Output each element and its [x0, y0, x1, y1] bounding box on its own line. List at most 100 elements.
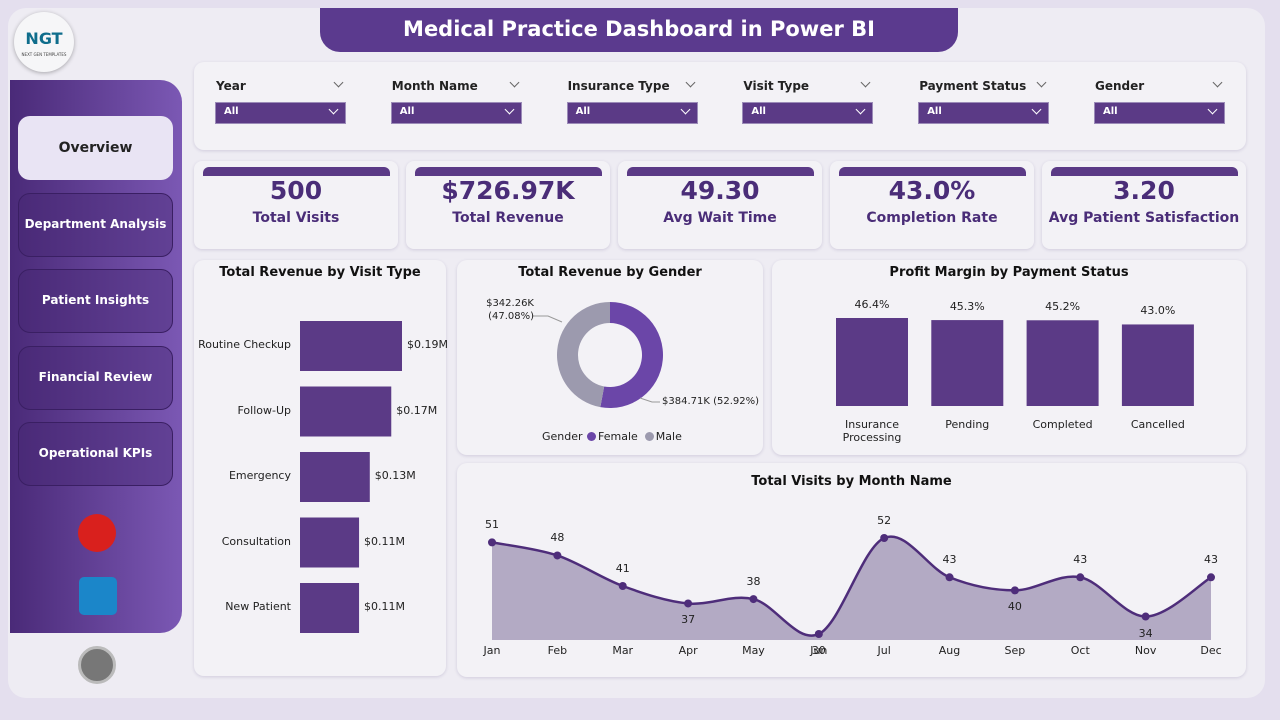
nav-button[interactable]: [18, 422, 173, 486]
x-tick-label: Dec: [1200, 644, 1222, 657]
chart-panel: [457, 260, 763, 455]
data-label: 43.0%: [1140, 304, 1176, 318]
x-tick-label: Feb: [547, 644, 568, 657]
nav-button[interactable]: [18, 116, 173, 180]
filter-dropdown[interactable]: [1094, 102, 1225, 124]
filter-label: Visit Type: [743, 79, 810, 93]
filter-panel: [194, 62, 1246, 150]
x-tick-label: Nov: [1134, 644, 1157, 657]
filter-label: Insurance Type: [567, 79, 670, 93]
nav-label[interactable]: Financial Review: [38, 369, 153, 384]
filter-label: Month Name: [391, 79, 478, 93]
filter-value[interactable]: All: [224, 106, 239, 117]
point: [553, 551, 562, 560]
point: [814, 630, 823, 638]
x-tick-label: Pending: [945, 418, 990, 431]
kpi-label: Avg Patient Satisfaction: [1048, 210, 1240, 226]
nav-button[interactable]: [18, 345, 173, 410]
kpi-label: Avg Wait Time: [663, 210, 777, 226]
kpi-value: 43.0%: [888, 176, 976, 205]
x-tick-label: Aug: [938, 644, 961, 657]
x-tick-label: Apr: [678, 644, 698, 657]
kpi-tab: [1051, 167, 1238, 176]
data-label: 40: [1007, 600, 1022, 614]
y-tick-label: Emergency: [228, 469, 291, 482]
data-label: 45.3%: [949, 300, 985, 314]
point: [749, 595, 758, 604]
leader-line: [532, 315, 563, 323]
data-label: 46.4%: [854, 298, 890, 311]
kpi-value: 500: [269, 176, 323, 205]
bar: [300, 517, 360, 568]
leader-line: [639, 397, 660, 403]
data-label: 52: [877, 514, 892, 527]
bar: [836, 318, 908, 406]
filter-value[interactable]: All: [575, 106, 591, 117]
data-label: $0.13M: [374, 469, 416, 482]
youtube-icon[interactable]: [78, 514, 116, 552]
filter-value[interactable]: All: [1103, 106, 1118, 117]
point: [945, 573, 954, 582]
nav-label[interactable]: Operational KPIs: [38, 446, 153, 460]
filter-value[interactable]: All: [927, 106, 942, 117]
x-tick-label: Cancelled: [1130, 418, 1185, 431]
y-tick-label: Routine Checkup: [198, 338, 291, 351]
kpi-label: Completion Rate: [866, 210, 998, 226]
x-tick-label: Completed: [1032, 418, 1093, 431]
filter-label: Payment Status: [919, 79, 1027, 93]
logo-text: NGT: [25, 29, 63, 48]
filter-value[interactable]: All: [399, 106, 415, 117]
donut-slice: [557, 302, 610, 408]
x-tick-label: Jul: [877, 644, 891, 657]
website-icon[interactable]: [78, 646, 116, 684]
title-banner: Medical Practice Dashboard in Power BI: [320, 8, 958, 52]
filter-dropdown[interactable]: [918, 102, 1050, 124]
bar: [1026, 320, 1099, 406]
nav-button[interactable]: [18, 269, 173, 333]
x-tick-label: Insurance Processing: [842, 418, 902, 444]
data-label: 38: [746, 575, 761, 589]
point: [488, 538, 496, 547]
filter-dropdown[interactable]: [566, 102, 698, 124]
kpi-value: 3.20: [1113, 176, 1175, 205]
filter-dropdown[interactable]: [215, 102, 346, 124]
x-tick-label: Jan: [483, 644, 501, 657]
x-tick-label: May: [742, 644, 765, 657]
point: [1141, 612, 1150, 621]
data-label: $0.11M: [364, 534, 406, 548]
point: [1207, 573, 1215, 582]
nav-label[interactable]: Patient Insights: [41, 293, 150, 307]
data-label: 37: [681, 613, 696, 627]
filter-dropdown[interactable]: [390, 102, 522, 124]
point: [1076, 573, 1085, 582]
y-tick-label: Consultation: [221, 534, 291, 548]
logo-subtitle: NEXT GEN TEMPLATES: [21, 52, 67, 57]
nav-button[interactable]: [18, 192, 173, 257]
legend-label: Male: [655, 430, 682, 443]
filter-dropdown[interactable]: [742, 102, 874, 124]
point: [684, 599, 693, 608]
page-title: Medical Practice Dashboard in Power BI: [403, 17, 875, 41]
bar: [300, 452, 370, 502]
chart-title: Total Revenue by Visit Type: [219, 265, 421, 280]
point: [1010, 586, 1019, 595]
kpi-label: Total Visits: [252, 210, 340, 226]
filter-value[interactable]: All: [751, 106, 766, 117]
legend-dot: [587, 432, 596, 441]
data-label: $384.71K (52.92%): [662, 396, 760, 407]
linkedin-icon[interactable]: [79, 577, 117, 615]
bar: [931, 320, 1004, 406]
donut-slice: [600, 302, 663, 408]
legend-title: Gender: [542, 430, 583, 443]
kpi-tab: [203, 167, 390, 176]
filter-label: Gender: [1095, 79, 1145, 93]
data-label: 48: [550, 531, 565, 545]
filter-label: Year: [216, 79, 246, 93]
nav-label[interactable]: Overview: [58, 140, 133, 156]
data-label: 34: [1138, 626, 1153, 640]
y-tick-label: Follow-Up: [237, 403, 291, 417]
nav-label[interactable]: Department Analysis: [24, 216, 167, 231]
data-label: 43: [942, 553, 957, 567]
